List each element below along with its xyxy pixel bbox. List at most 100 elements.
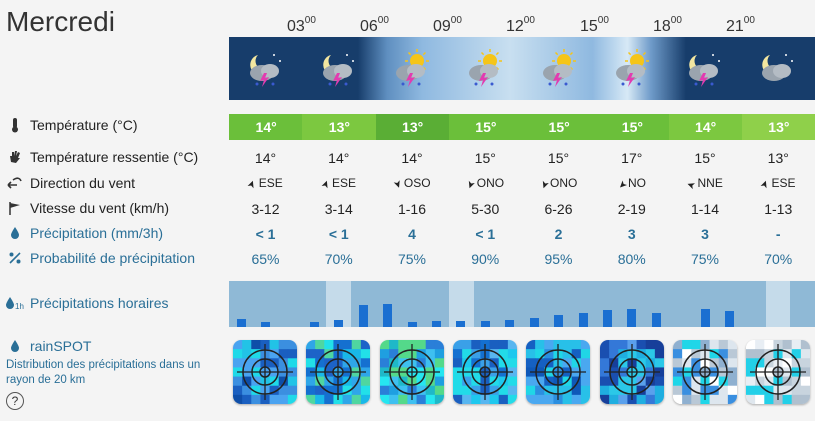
hand-icon (6, 149, 24, 165)
precip-bar (309, 322, 319, 327)
precip-bar (725, 311, 735, 327)
precip-bg-band (326, 281, 351, 327)
hourly-precip-chart (229, 281, 815, 327)
precip-prob-value: 90% (471, 251, 500, 267)
hour-label: 1200 (506, 15, 535, 35)
wind-arrow-icon: ➤ (245, 178, 260, 191)
felt-value: 15° (694, 150, 716, 166)
temperature-value: 15° (522, 114, 597, 140)
wind-speed-value: 2-19 (617, 201, 646, 217)
rainspot-grid[interactable] (746, 340, 811, 404)
precip-bar (505, 320, 515, 327)
hour-label: 2100 (726, 15, 755, 35)
hour-label: 0300 (287, 15, 316, 35)
row-label-rainspot: rainSPOT (6, 338, 91, 354)
felt-value: 15° (547, 150, 570, 166)
precip-bar (627, 308, 637, 327)
wind-dir-value: ➤ESE (758, 176, 796, 191)
day-thunder-rain-icon (376, 37, 449, 100)
rainspot-grid[interactable] (599, 340, 664, 404)
day-thunder-rain-icon (595, 37, 668, 100)
thermometer-icon (6, 117, 24, 133)
row-label-temperature: Température (°C) (6, 117, 138, 133)
precip-prob-value: 65% (251, 251, 280, 267)
percent-drop-icon (6, 250, 24, 266)
night-cloud-icon (742, 37, 815, 100)
felt-label: Température ressentie (°C) (30, 149, 199, 165)
precip-bar (480, 320, 490, 327)
precip-bar (529, 317, 539, 327)
precip-prob-value: 70% (324, 251, 353, 267)
precip-value: < 1 (475, 226, 496, 242)
wind-speed-value: 1-16 (397, 201, 427, 217)
hour-label: 0600 (360, 15, 389, 35)
sky-strip (229, 37, 815, 100)
rainspot-grid[interactable] (306, 340, 371, 404)
felt-value: 14° (328, 150, 350, 166)
precip-bar (236, 318, 246, 327)
felt-value: 14° (401, 150, 423, 166)
rainspot-grid[interactable] (526, 340, 591, 404)
rainspot-note: Distribution des précipitations dans un … (6, 359, 201, 386)
svg-text:1h: 1h (15, 302, 24, 310)
precip-bar (602, 310, 612, 327)
precip-bg-band (766, 281, 790, 327)
rainspot-label: rainSPOT (30, 338, 92, 354)
felt-value: 13° (767, 150, 789, 166)
precip-prob-value: 70% (764, 251, 793, 267)
day-thunder-rain-icon (522, 37, 595, 100)
night-thunder-rain-icon (302, 37, 375, 100)
precip-value: 3 (701, 226, 709, 242)
felt-value: 14° (254, 150, 277, 166)
row-label-felt: Température ressentie (°C) (6, 149, 198, 165)
precip-value: 3 (627, 226, 636, 242)
precip-bar (407, 322, 417, 327)
wind-dir-value: ➤NO (614, 176, 646, 192)
precip-bar (383, 304, 393, 327)
wind-dir-label: Direction du vent (30, 175, 136, 191)
precip-value: < 1 (328, 226, 349, 242)
drop-icon (6, 338, 24, 354)
precip-value: 4 (408, 226, 416, 242)
precip-bar (456, 321, 466, 327)
row-label-wind-speed: Vitesse du vent (km/h) (6, 200, 169, 216)
wind-speed-value: 5-30 (471, 201, 500, 217)
flag-icon (6, 200, 24, 216)
rainspot-grid[interactable] (233, 340, 297, 404)
precip-prob-value: 80% (617, 251, 646, 267)
rainspot-grid[interactable] (672, 340, 737, 404)
hour-label: 1500 (580, 15, 609, 35)
precip-label: Précipitation (mm/3h) (30, 225, 164, 241)
precip-bg-band (449, 281, 474, 327)
wind-arrow-icon: ➤ (685, 177, 698, 192)
wind-speed-label: Vitesse du vent (km/h) (30, 200, 170, 216)
wind-speed-value: 1-13 (764, 201, 793, 217)
precip-bar (554, 315, 564, 327)
precip-value: 2 (554, 226, 563, 242)
wind-arrow-icon: ➤ (391, 178, 405, 191)
wind-arrow-icon: ➤ (463, 178, 478, 191)
temperature-value: 13° (741, 114, 815, 140)
night-thunder-rain-icon (669, 37, 742, 100)
wind-speed-value: 1-14 (690, 201, 720, 217)
help-icon[interactable]: ? (6, 392, 24, 410)
wind-arrow-icon: ➤ (537, 178, 551, 191)
wind-dir-value: ➤ESE (319, 176, 356, 191)
precip-bar (432, 321, 442, 327)
wind-dir-value: ➤NNE (685, 176, 723, 192)
temperature-value: 15° (595, 114, 670, 140)
night-thunder-rain-icon (229, 37, 302, 100)
hourly-precip-icon: 1h (6, 295, 24, 311)
wind-dir-value: ➤ESE (245, 176, 283, 191)
wind-dir-value: ➤ONO (537, 176, 578, 191)
wind-arrow-icon: ➤ (614, 177, 629, 192)
wind-speed-value: 6-26 (544, 201, 573, 217)
precip-bar (651, 313, 661, 327)
day-title: Mercredi (6, 6, 115, 37)
temperature-value: 13° (375, 114, 450, 140)
row-label-precip-prob: Probabilité de précipitation (6, 250, 195, 266)
felt-value: 15° (474, 150, 496, 166)
rainspot-grid[interactable] (452, 340, 517, 404)
temperature-value: 14° (229, 114, 304, 140)
rainspot-grid[interactable] (379, 340, 444, 404)
